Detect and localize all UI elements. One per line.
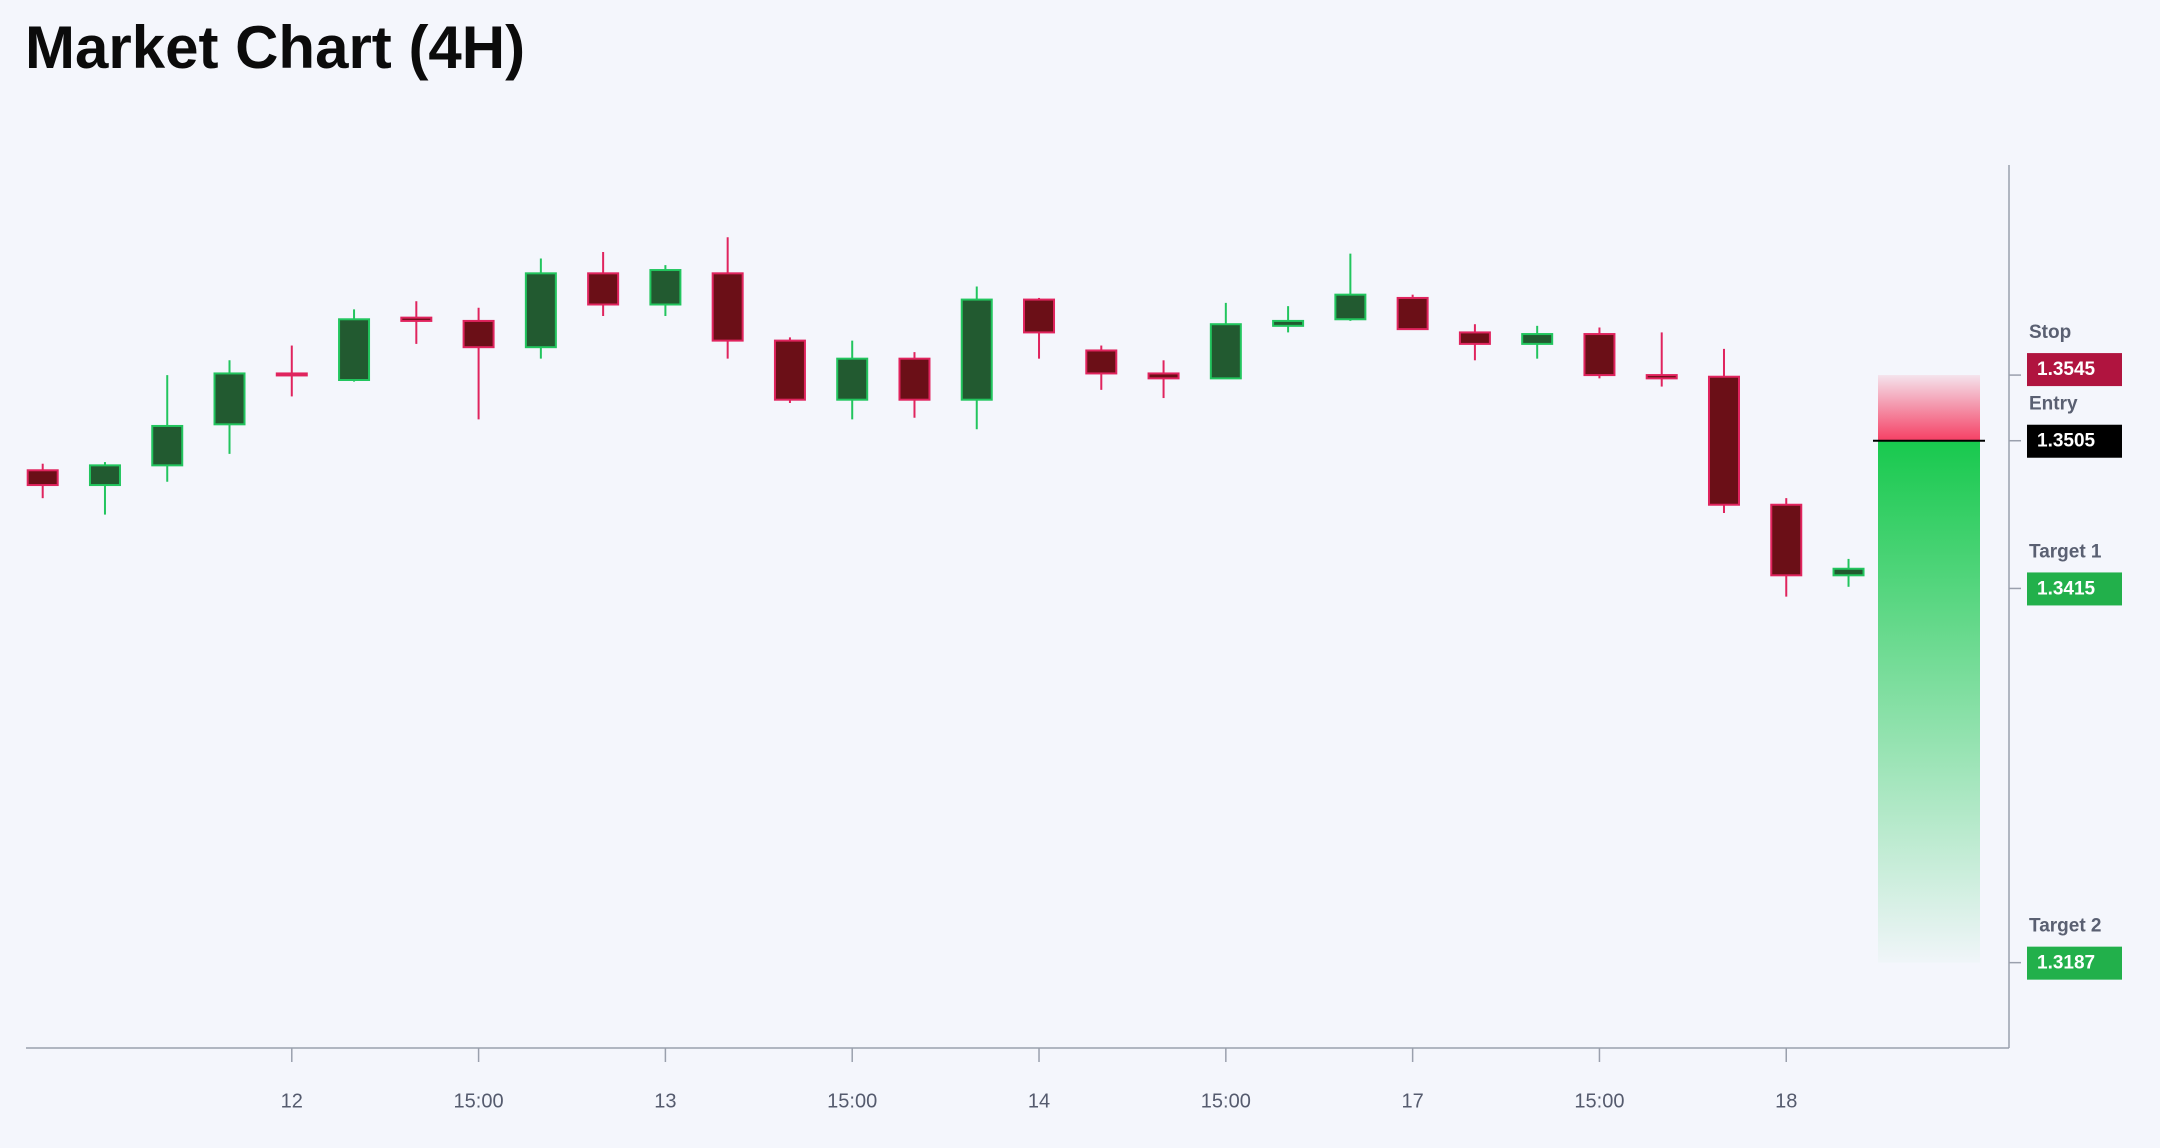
level-value: 1.3187 [2037, 953, 2095, 974]
candle-body [275, 372, 308, 377]
level-name: Entry [2029, 394, 2078, 415]
candle-body [960, 298, 993, 401]
candle-body [1334, 293, 1367, 321]
candle-body [836, 357, 869, 401]
candle-body [773, 339, 806, 401]
candle-body [462, 319, 495, 349]
x-tick-label: 15:00 [454, 1090, 504, 1112]
candle-body [88, 464, 121, 487]
x-tick-label: 15:00 [1201, 1090, 1251, 1112]
candle-body [1583, 333, 1616, 377]
candle-body [400, 316, 433, 322]
level-value: 1.3545 [2037, 359, 2096, 380]
level-name: Target 1 [2029, 541, 2102, 562]
level-box [2027, 353, 2122, 387]
candle-body [1396, 296, 1429, 331]
level-box [2027, 946, 2122, 980]
x-tick-label: 12 [281, 1090, 303, 1112]
x-tick-label: 15:00 [827, 1090, 877, 1112]
x-tick-label: 15:00 [1574, 1090, 1624, 1112]
candle-body [1023, 298, 1056, 334]
candle-body [711, 272, 744, 342]
candle-body [524, 272, 557, 349]
level-box [2027, 572, 2122, 606]
candle-body [213, 372, 246, 426]
candle-body [1707, 375, 1740, 506]
level-box [2027, 424, 2122, 458]
candle-body [151, 424, 184, 467]
candle-body [1832, 567, 1865, 577]
candle-body [1147, 372, 1180, 380]
candle-body [1645, 374, 1678, 380]
candle-body [587, 272, 620, 306]
candle-body [338, 318, 371, 382]
candle-body [1458, 331, 1491, 345]
x-tick-label: 18 [1775, 1090, 1797, 1112]
stop-zone [1878, 375, 1980, 441]
x-tick-label: 14 [1028, 1090, 1050, 1112]
target-zone [1878, 440, 1980, 963]
level-name: Target 2 [2029, 916, 2102, 937]
candle-body [1770, 503, 1803, 577]
candle-body [1521, 333, 1554, 345]
level-value: 1.3505 [2037, 431, 2096, 452]
x-tick-label: 13 [654, 1090, 676, 1112]
candle-body [26, 469, 59, 487]
level-name: Stop [2029, 322, 2071, 343]
candle-body [898, 357, 931, 401]
candle-body [1209, 323, 1242, 380]
candle-body [1085, 349, 1118, 375]
chart-title: Market Chart (4H) [25, 14, 525, 81]
candle-body [1272, 319, 1305, 327]
level-value: 1.3415 [2037, 578, 2096, 599]
candle-body [649, 269, 682, 306]
x-tick-label: 17 [1402, 1090, 1424, 1112]
